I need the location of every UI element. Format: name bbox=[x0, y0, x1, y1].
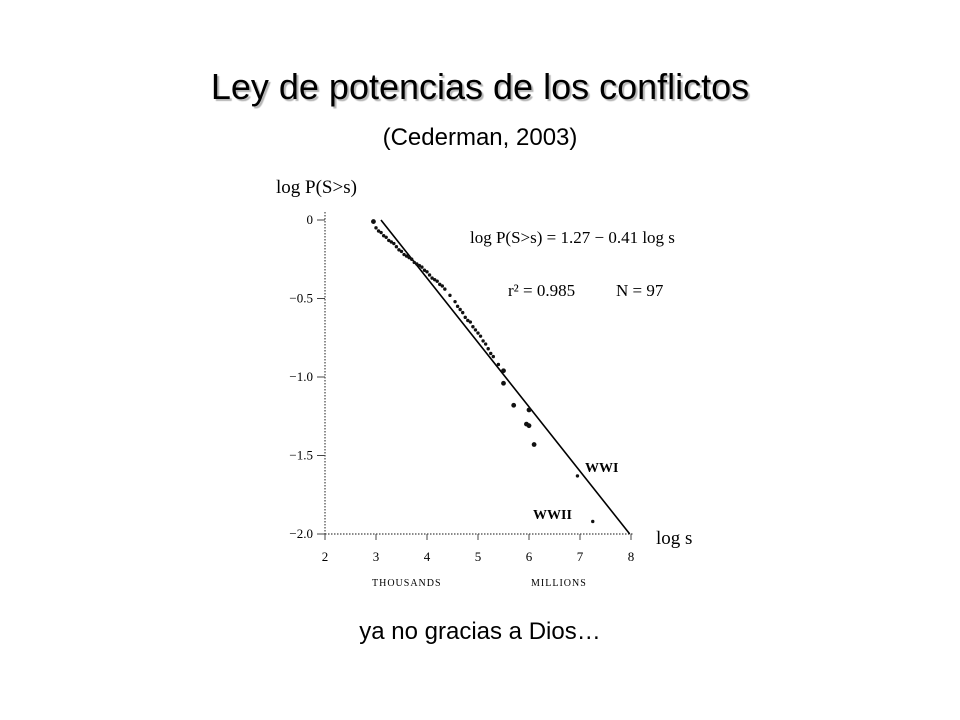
data-point bbox=[392, 241, 396, 246]
data-point bbox=[432, 277, 437, 282]
data-point bbox=[468, 320, 473, 324]
data-point bbox=[389, 240, 393, 244]
r-squared-label: r² = 0.985 bbox=[508, 281, 575, 300]
y-tick-label: −2.0 bbox=[289, 526, 313, 541]
data-point bbox=[407, 255, 411, 260]
data-point bbox=[379, 230, 383, 235]
y-tick-label: −1.5 bbox=[289, 448, 313, 463]
millions-label: MILLIONS bbox=[531, 578, 587, 589]
data-point bbox=[486, 347, 490, 351]
data-point bbox=[478, 334, 483, 338]
x-tick-label: 2 bbox=[322, 549, 329, 564]
data-point bbox=[384, 235, 388, 239]
data-point bbox=[501, 368, 506, 374]
fit-line-group bbox=[380, 219, 631, 535]
data-point bbox=[381, 234, 386, 238]
data-point bbox=[471, 325, 475, 329]
data-point bbox=[427, 273, 432, 277]
data-point bbox=[448, 293, 452, 298]
data-point bbox=[404, 254, 409, 258]
data-point bbox=[438, 282, 442, 287]
data-point bbox=[489, 351, 493, 356]
data-point bbox=[420, 265, 424, 269]
slide-subtitle: (Cederman, 2003) bbox=[382, 124, 578, 151]
fit-equation: log P(S>s) = 1.27 − 0.41 log s bbox=[470, 228, 675, 247]
data-point bbox=[501, 380, 506, 386]
data-point bbox=[473, 328, 478, 332]
x-tick-label: 4 bbox=[424, 549, 431, 564]
data-point bbox=[435, 279, 439, 283]
thousands-label: THOUSANDS bbox=[372, 578, 442, 589]
data-point bbox=[430, 276, 434, 280]
data-point bbox=[443, 287, 447, 291]
x-tick-label: 8 bbox=[628, 549, 635, 564]
data-point bbox=[425, 270, 429, 274]
slide-title: Ley de potencias de los conflictos bbox=[210, 66, 750, 107]
sample-size-label: N = 97 bbox=[616, 281, 664, 300]
data-point bbox=[476, 331, 480, 335]
data-point bbox=[415, 262, 419, 266]
data-point bbox=[394, 244, 399, 249]
data-point bbox=[491, 354, 495, 359]
data-points bbox=[371, 219, 595, 524]
y-tick-label: −0.5 bbox=[289, 291, 313, 306]
data-point bbox=[402, 252, 406, 257]
y-tick-label: 0 bbox=[307, 212, 314, 227]
wwi-label: WWI bbox=[585, 461, 618, 476]
data-point bbox=[422, 268, 427, 272]
x-tick-label: 3 bbox=[373, 549, 380, 564]
chart-axes: 0 −0.5 −1.0 −1.5 −2.0 2 3 4 5 6 7 8 bbox=[289, 212, 634, 564]
x-tick-label: 6 bbox=[526, 549, 533, 564]
data-point bbox=[526, 407, 532, 413]
data-point bbox=[453, 299, 457, 304]
data-point bbox=[458, 307, 462, 312]
data-point bbox=[463, 315, 467, 320]
data-point bbox=[371, 219, 376, 224]
wwii-label: WWII bbox=[533, 508, 572, 523]
data-point bbox=[466, 318, 470, 323]
data-point bbox=[455, 304, 460, 309]
data-point bbox=[511, 402, 517, 408]
x-tick-label: 7 bbox=[577, 549, 584, 564]
data-point bbox=[387, 238, 391, 243]
data-point bbox=[526, 423, 532, 429]
x-axis-label: log s bbox=[656, 528, 692, 549]
data-point bbox=[481, 339, 485, 343]
fit-line bbox=[380, 219, 631, 535]
data-point bbox=[483, 342, 488, 346]
slide-footer: ya no gracias a Dios… bbox=[359, 618, 601, 645]
data-point bbox=[397, 248, 401, 252]
data-point bbox=[376, 229, 381, 233]
data-point bbox=[575, 474, 580, 478]
data-point bbox=[461, 310, 465, 315]
data-point bbox=[440, 284, 444, 288]
data-point bbox=[410, 257, 414, 261]
data-point bbox=[412, 260, 416, 265]
data-point bbox=[531, 442, 537, 447]
data-point bbox=[417, 263, 422, 268]
y-tick-label: −1.0 bbox=[289, 369, 313, 384]
data-point bbox=[496, 362, 501, 367]
data-point bbox=[591, 519, 595, 524]
y-axis-label: log P(S>s) bbox=[276, 177, 357, 198]
data-point bbox=[399, 249, 404, 254]
x-tick-label: 5 bbox=[475, 549, 482, 564]
data-point bbox=[374, 226, 378, 230]
